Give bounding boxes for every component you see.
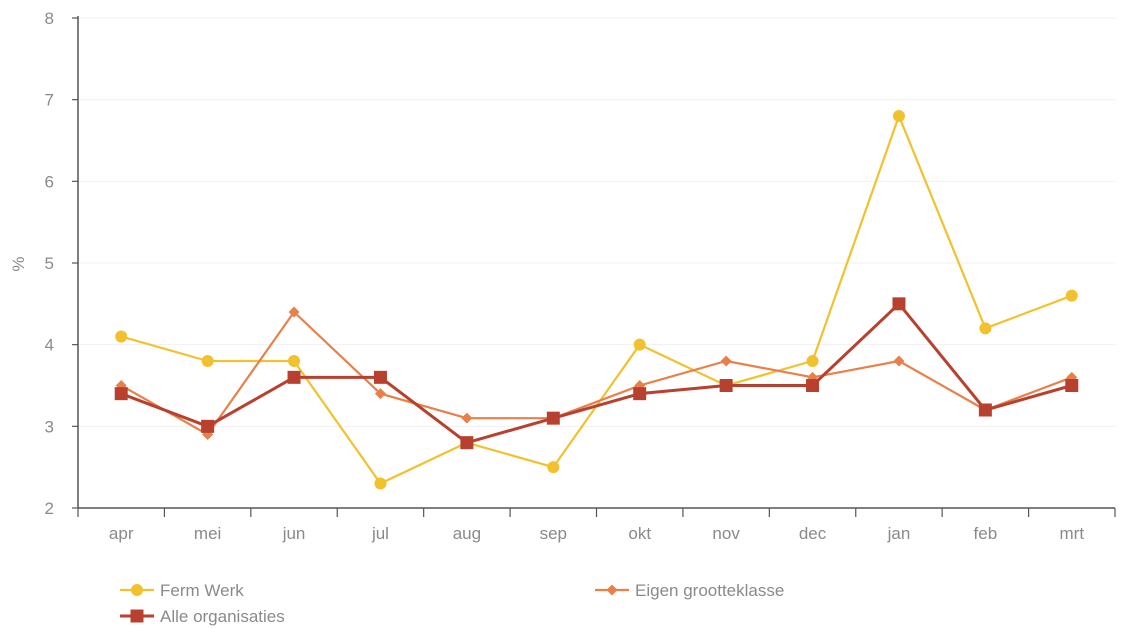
series-line <box>121 116 1072 484</box>
y-tick-label: 6 <box>45 172 54 191</box>
point-marker <box>807 356 818 367</box>
point-marker <box>201 420 214 433</box>
point-marker <box>1066 290 1077 301</box>
x-tick-label: sep <box>540 524 567 543</box>
x-tick-label: dec <box>799 524 827 543</box>
point-marker <box>633 387 646 400</box>
point-marker <box>288 371 301 384</box>
point-marker <box>132 585 143 596</box>
point-marker <box>289 356 300 367</box>
series-eigen-grootteklasse <box>116 307 1078 441</box>
x-tick-label: mei <box>194 524 221 543</box>
x-tick-label: okt <box>628 524 651 543</box>
series-ferm-werk <box>116 111 1078 490</box>
x-axis: apr mei jun jul aug sep okt nov dec jan feb mrt <box>78 508 1115 543</box>
x-tick-label: aug <box>453 524 481 543</box>
y-tick-label: 8 <box>45 9 54 28</box>
legend-label: Ferm Werk <box>160 581 244 600</box>
series-line <box>121 304 1072 443</box>
point-marker <box>547 412 560 425</box>
y-tick-label: 3 <box>45 417 54 436</box>
point-marker <box>202 356 213 367</box>
point-marker <box>720 379 733 392</box>
legend-item: Alle organisaties <box>120 607 285 626</box>
x-tick-label: jan <box>887 524 911 543</box>
legend: Ferm Werk Eigen grootteklasse Alle organis… <box>120 581 784 626</box>
y-axis-label: % <box>9 256 28 271</box>
x-tick-label: mrt <box>1060 524 1085 543</box>
legend-item: Eigen grootteklasse <box>595 581 784 600</box>
point-marker <box>893 356 904 367</box>
x-tick-label: apr <box>109 524 134 543</box>
point-marker <box>116 331 127 342</box>
point-marker <box>374 371 387 384</box>
point-marker <box>893 111 904 122</box>
point-marker <box>980 323 991 334</box>
point-marker <box>979 404 992 417</box>
x-tick-label: jul <box>371 524 389 543</box>
point-marker <box>375 478 386 489</box>
point-marker <box>892 297 905 310</box>
point-marker <box>460 436 473 449</box>
y-tick-label: 7 <box>45 91 54 110</box>
x-tick-label: feb <box>974 524 998 543</box>
y-tick-label: 4 <box>45 336 54 355</box>
point-marker <box>1065 379 1078 392</box>
legend-label: Alle organisaties <box>160 607 285 626</box>
y-axis: 2 3 4 5 6 7 8 <box>45 9 78 518</box>
point-marker <box>461 413 472 424</box>
x-tick-label: nov <box>712 524 740 543</box>
point-marker <box>115 387 128 400</box>
point-marker <box>721 356 732 367</box>
y-tick-label: 2 <box>45 499 54 518</box>
legend-label: Eigen grootteklasse <box>635 581 784 600</box>
y-tick-label: 5 <box>45 254 54 273</box>
series-line <box>121 312 1072 435</box>
point-marker <box>634 339 645 350</box>
grid <box>78 18 1115 426</box>
legend-item: Ferm Werk <box>120 581 244 600</box>
point-marker <box>131 610 144 623</box>
series-group <box>115 111 1079 490</box>
point-marker <box>607 585 618 596</box>
point-marker <box>806 379 819 392</box>
x-tick-label: jun <box>282 524 306 543</box>
point-marker <box>548 462 559 473</box>
